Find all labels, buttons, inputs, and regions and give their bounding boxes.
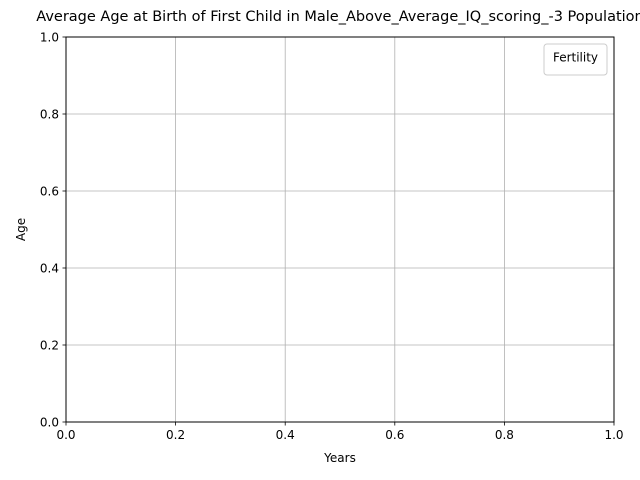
- y-axis-ticks: 0.0 0.2 0.4 0.6 0.8 1.0: [40, 30, 66, 429]
- x-tick-label: 0.6: [385, 428, 404, 442]
- x-axis-label: Years: [323, 451, 356, 465]
- x-tick-label: 0.4: [276, 428, 295, 442]
- y-tick-label: 0.4: [40, 261, 59, 275]
- y-axis-label: Age: [14, 218, 28, 241]
- x-axis-ticks: 0.0 0.2 0.4 0.6 0.8 1.0: [56, 422, 624, 442]
- grid-lines: [65, 36, 615, 423]
- y-tick-label: 1.0: [40, 30, 59, 44]
- y-tick-label: 0.8: [40, 107, 59, 121]
- chart-title: Average Age at Birth of First Child in M…: [36, 9, 640, 25]
- legend: Fertility: [543, 43, 608, 76]
- x-tick-label: 0.8: [495, 428, 514, 442]
- legend-box: [543, 43, 608, 76]
- x-tick-label: 0.0: [56, 428, 75, 442]
- legend-title: Fertility: [553, 51, 598, 65]
- y-tick-label: 0.0: [40, 415, 59, 429]
- y-tick-label: 0.2: [40, 338, 59, 352]
- y-tick-label: 0.6: [40, 184, 59, 198]
- x-tick-label: 0.2: [166, 428, 185, 442]
- plot-area-frame: [65, 36, 615, 423]
- x-tick-label: 1.0: [604, 428, 623, 442]
